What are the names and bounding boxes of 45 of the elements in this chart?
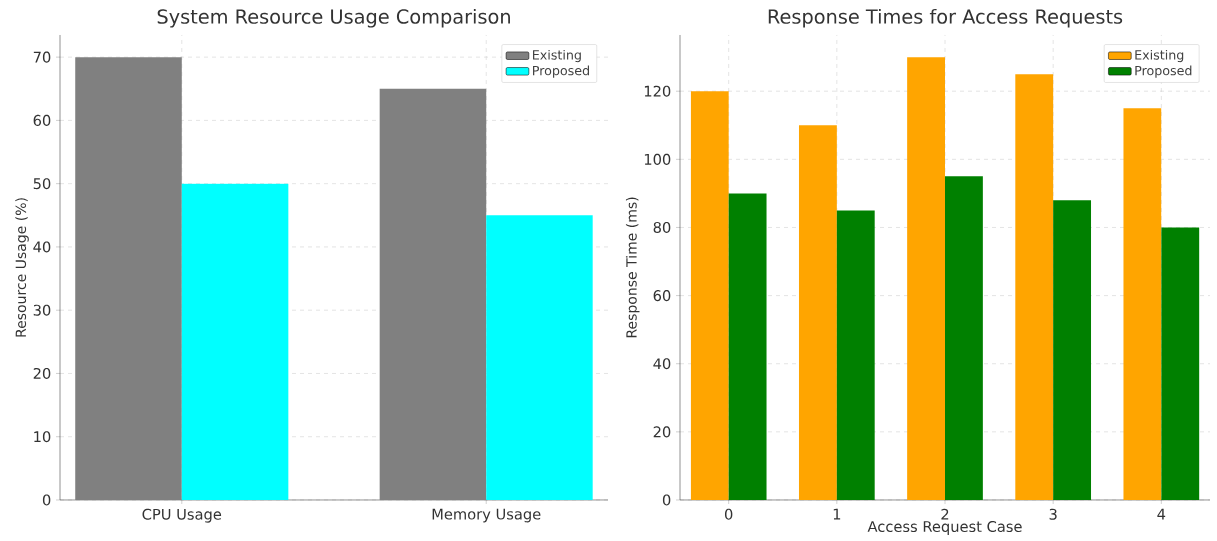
legend-label: Existing (1135, 49, 1184, 63)
chart-title: Response Times for Access Requests (768, 8, 1123, 28)
x-tick-label: CPU Usage (142, 508, 222, 523)
x-axis-title: Access Request Case (867, 520, 1022, 535)
y-tick-label: 20 (653, 426, 671, 438)
bar (798, 125, 837, 500)
y-tick-label: 50 (33, 178, 51, 190)
x-tick-label: 0 (724, 508, 733, 520)
y-tick-label: 20 (33, 367, 51, 379)
y-tick-label: 10 (34, 431, 51, 443)
chart-title: System Resource Usage Comparison (157, 8, 510, 28)
y-tick-label: 70 (33, 51, 51, 63)
bar (907, 57, 945, 500)
y-tick-label: 60 (653, 290, 671, 302)
y-tick-label: 0 (662, 494, 671, 506)
y-tick-label: 0 (42, 494, 51, 506)
y-tick-label: 80 (653, 221, 671, 234)
bar (690, 91, 729, 500)
legend-label: Proposed (1135, 65, 1192, 78)
legend-label: Existing (533, 49, 581, 63)
x-tick-label: 2 (941, 508, 949, 520)
bar (1053, 200, 1092, 500)
y-tick-label: 100 (644, 153, 671, 165)
bar (1015, 74, 1054, 500)
bar (181, 183, 289, 500)
y-tick-label: 60 (33, 114, 51, 126)
bar (836, 210, 875, 500)
y-tick-label: 120 (644, 85, 671, 97)
y-tick-label: 40 (33, 241, 51, 253)
bar (1123, 108, 1162, 500)
bar (728, 193, 767, 500)
bar (75, 57, 182, 500)
bar (945, 176, 983, 500)
x-tick-label: 1 (833, 508, 841, 520)
bar (1161, 227, 1200, 500)
legend-label: Proposed (533, 65, 589, 78)
y-tick-label: 40 (653, 358, 671, 370)
bar (379, 88, 487, 500)
bar (486, 215, 593, 500)
x-tick-label: 4 (1157, 508, 1166, 520)
y-axis-title: Resource Usage (%) (15, 198, 29, 337)
y-axis-title: Response Time (ms) (625, 197, 640, 338)
x-tick-label: 3 (1049, 508, 1057, 520)
y-tick-label: 30 (33, 304, 51, 316)
x-tick-label: Memory Usage (432, 508, 541, 523)
